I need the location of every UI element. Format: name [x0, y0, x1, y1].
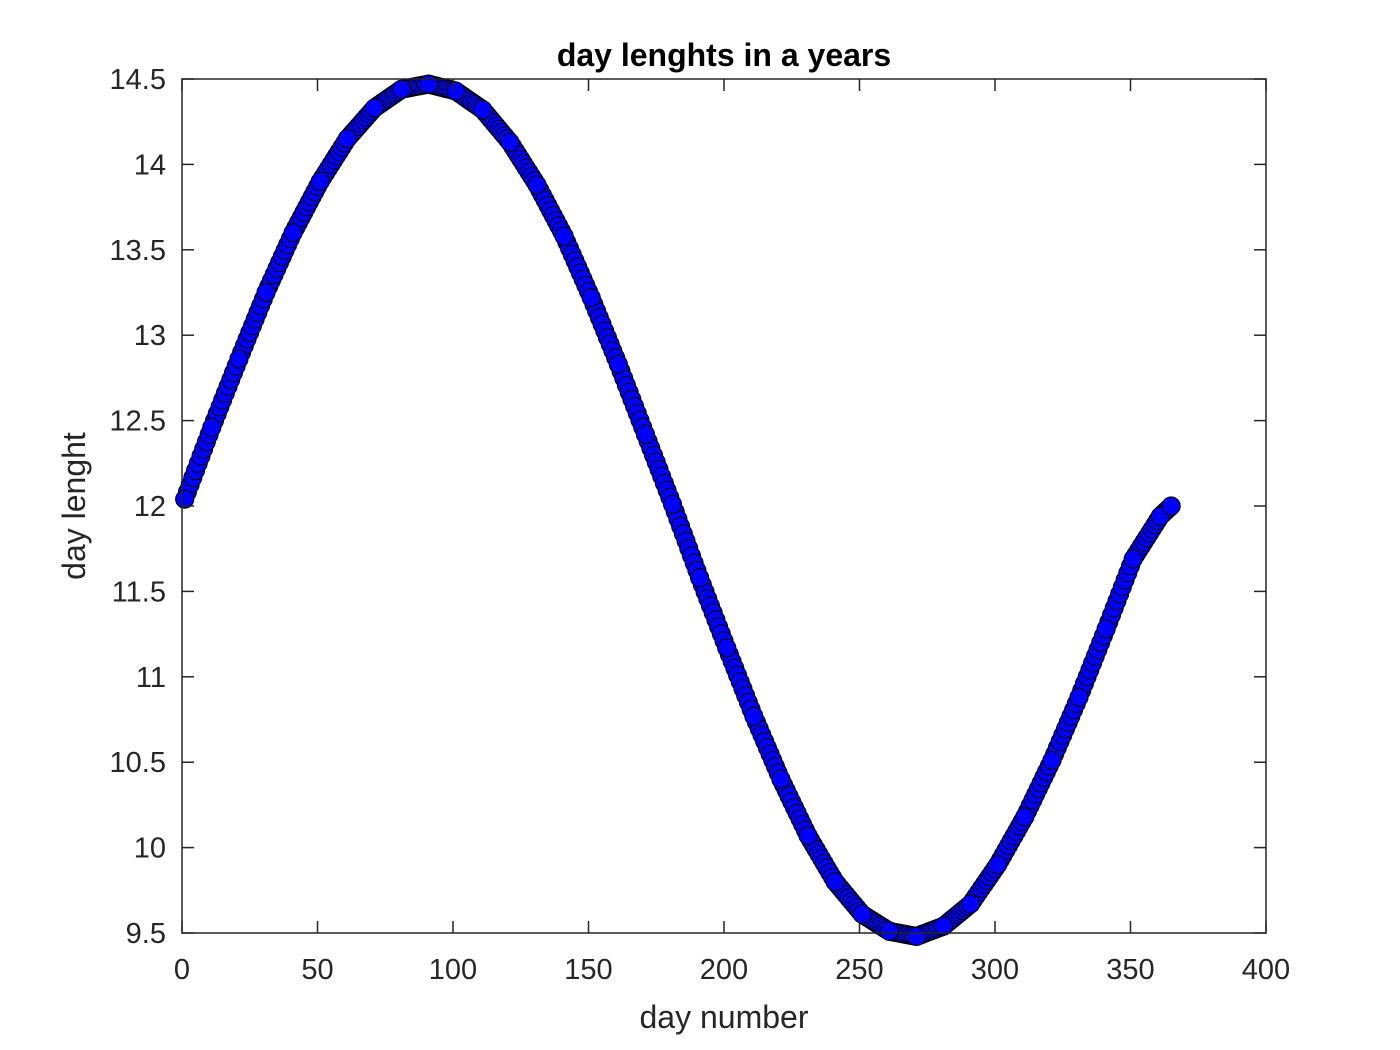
- data-point-sample: [690, 568, 710, 588]
- x-tick-label: 400: [1242, 954, 1290, 986]
- y-tick-label: 9.5: [126, 918, 166, 950]
- x-tick-label: 150: [564, 954, 612, 986]
- data-point-sample: [256, 283, 276, 302]
- y-tick-label: 13: [134, 320, 166, 352]
- data-point-sample: [717, 638, 737, 658]
- data-point-sample: [500, 132, 520, 152]
- data-point-sample: [337, 129, 357, 149]
- data-point-sample: [229, 349, 249, 369]
- data-point-sample: [419, 74, 439, 94]
- data-point-sample: [364, 98, 384, 118]
- data-point-sample: [961, 894, 981, 914]
- data-point-sample: [635, 424, 655, 444]
- y-tick-label: 14.5: [110, 64, 166, 96]
- x-tick-label: 300: [971, 954, 1019, 986]
- x-tick-label: 350: [1106, 954, 1154, 986]
- data-point-sample: [906, 926, 926, 946]
- chart-title: day lenghts in a years: [557, 37, 891, 73]
- data-point-sample: [1069, 687, 1089, 707]
- data-point-sample: [392, 79, 412, 99]
- data-point-sample: [744, 706, 764, 726]
- y-tick-label: 11.5: [112, 576, 166, 608]
- x-tick-label: 100: [429, 954, 477, 986]
- data-point-sample: [283, 223, 303, 243]
- data-point-sample: [934, 916, 954, 936]
- data-layer: [175, 74, 1181, 946]
- data-point-sample: [608, 354, 628, 374]
- data-point-sample: [1096, 619, 1116, 639]
- y-tick-label: 14: [134, 149, 166, 181]
- x-tick-label: 50: [301, 954, 333, 986]
- data-point-sample: [988, 855, 1008, 875]
- y-tick-label: 13.5: [110, 235, 166, 267]
- data-point-sample: [581, 288, 601, 308]
- data-point-sample: [771, 769, 791, 789]
- x-tick-label: 250: [835, 954, 883, 986]
- data-point-sample: [663, 494, 683, 514]
- y-tick-label: 11: [136, 662, 166, 694]
- data-point-sample: [798, 826, 818, 846]
- data-point-sample: [825, 872, 845, 892]
- data-point-sample: [1161, 496, 1181, 516]
- x-tick-label: 200: [700, 954, 748, 986]
- data-point-sample: [473, 100, 493, 120]
- data-point-sample: [1123, 549, 1143, 569]
- data-point-sample: [879, 921, 899, 941]
- x-tick-label: 0: [174, 954, 190, 986]
- data-point-sample: [175, 489, 195, 509]
- data-point-sample: [852, 904, 872, 924]
- y-tick-label: 12: [134, 491, 166, 523]
- data-point-sample: [1042, 750, 1062, 770]
- y-axis-label: day lenght: [56, 432, 92, 580]
- data-point-sample: [202, 417, 222, 437]
- data-point-sample: [527, 175, 547, 195]
- data-point-sample: [310, 171, 330, 191]
- data-point-sample: [554, 226, 574, 246]
- y-tick-label: 10.5: [110, 747, 166, 779]
- tick-layer: 0 50 100 150 200 250 300 350 400 9.5 10 10.5 11 11.5 1…: [110, 64, 1291, 986]
- y-tick-label: 12.5: [110, 406, 166, 438]
- data-point-sample: [1015, 807, 1035, 827]
- x-axis-label: day number: [640, 999, 809, 1035]
- y-tick-label: 10: [134, 833, 166, 865]
- data-point-sample: [446, 81, 466, 101]
